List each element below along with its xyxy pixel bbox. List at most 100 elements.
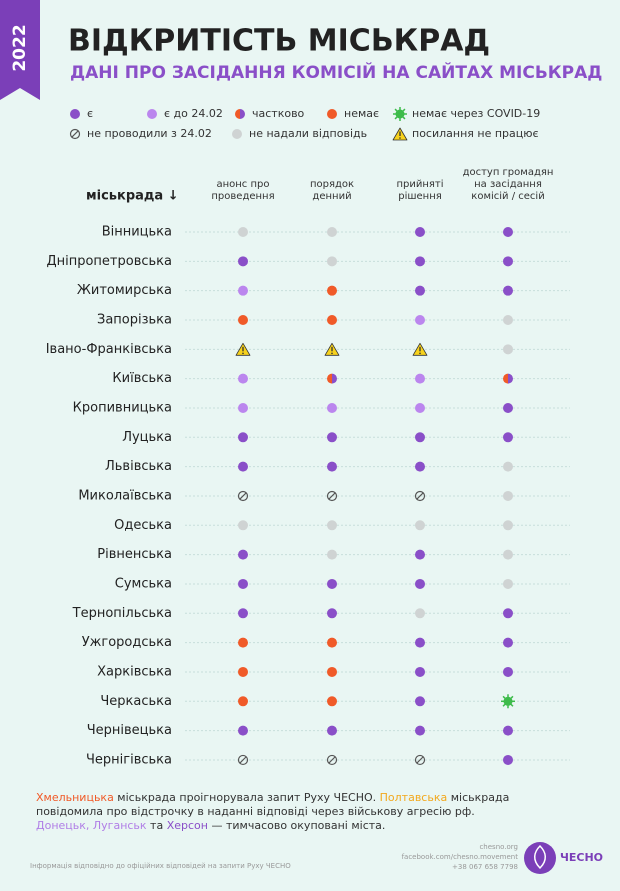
- status-marker: [503, 227, 513, 237]
- status-marker: [415, 285, 425, 296]
- marker-ring: [414, 754, 426, 766]
- virus-core: [395, 109, 405, 119]
- city-name: Київська: [112, 371, 172, 386]
- city-name: Чернігівська: [86, 752, 172, 767]
- status-marker: [327, 256, 337, 267]
- status-marker: [415, 608, 425, 619]
- status-marker: [503, 285, 513, 296]
- warning-dot: [419, 352, 421, 355]
- status-marker: [415, 432, 425, 443]
- marker-dot: [327, 285, 337, 296]
- marker-dot: [503, 314, 513, 325]
- city-name: Луцька: [122, 430, 172, 445]
- marker-dot: [503, 402, 513, 413]
- legend-label: посилання не працює: [412, 127, 539, 140]
- year: 2022: [10, 24, 30, 71]
- city-name: Кропивницька: [73, 400, 172, 415]
- marker-slash: [416, 756, 424, 764]
- marker-dot: [503, 578, 513, 589]
- city-name: Одеська: [114, 518, 172, 533]
- status-marker: [69, 128, 81, 140]
- status-marker: [327, 637, 337, 648]
- status-marker: [503, 725, 513, 736]
- marker-dot: [503, 754, 513, 765]
- marker-ring: [326, 754, 338, 766]
- status-marker: [327, 578, 337, 589]
- column-header: порядок: [310, 179, 354, 190]
- subtitle: ДАНІ ПРО ЗАСІДАННЯ КОМІСІЙ НА САЙТАХ МІС…: [70, 61, 602, 83]
- note-segment: повідомила про відстрочку в наданні відп…: [36, 805, 475, 818]
- status-marker: [412, 342, 428, 356]
- status-marker: [415, 373, 425, 384]
- status-marker: [414, 754, 426, 766]
- marker-dot: [503, 256, 513, 267]
- year-badge: [0, 0, 40, 100]
- city-name: Івано-Франківська: [46, 342, 172, 357]
- status-marker: [238, 402, 248, 413]
- virus-core: [503, 696, 513, 706]
- column-header: проведення: [211, 191, 274, 202]
- note-segment: міськрада проігнорувала запит Руху ЧЕСНО…: [114, 791, 380, 804]
- legend-label: немає: [344, 107, 379, 120]
- city-name: Черкаська: [100, 694, 172, 709]
- status-marker: [327, 520, 337, 531]
- marker-dot: [415, 227, 425, 237]
- status-marker: [238, 432, 248, 443]
- column-header: прийняті: [396, 178, 443, 190]
- note-segment: Херсон: [167, 819, 208, 832]
- marker-dot: [327, 578, 337, 589]
- legend-label: є до 24.02: [164, 107, 223, 120]
- marker-dot: [415, 578, 425, 589]
- marker-dot: [415, 549, 425, 560]
- marker-dot: [503, 227, 513, 237]
- marker-dot: [415, 696, 425, 707]
- note-segment: міськрада: [447, 791, 509, 804]
- marker-dot: [503, 608, 513, 619]
- marker-dot: [238, 227, 248, 237]
- note-segment: Полтавська: [380, 791, 448, 804]
- marker-dot: [415, 520, 425, 531]
- marker-dot: [415, 637, 425, 648]
- status-marker: [327, 285, 337, 296]
- marker-dot: [415, 461, 425, 472]
- marker-dot: [503, 725, 513, 736]
- status-marker: [327, 666, 337, 677]
- legend-label: немає через COVID-19: [412, 107, 540, 120]
- status-marker: [326, 490, 338, 502]
- status-marker: [238, 256, 248, 267]
- status-marker: [503, 520, 513, 531]
- status-marker: [415, 227, 425, 237]
- marker-dot: [238, 256, 248, 267]
- marker-dot: [415, 314, 425, 325]
- status-marker: [70, 109, 80, 119]
- status-marker: [503, 314, 513, 325]
- marker-dot: [327, 314, 337, 325]
- marker-dot: [238, 432, 248, 443]
- status-marker: [503, 402, 513, 413]
- status-marker: [415, 402, 425, 413]
- city-name: Чернівецька: [87, 723, 172, 738]
- warning-dot: [399, 137, 401, 139]
- note-segment: та: [147, 819, 167, 832]
- contact: +38 067 658 7798: [452, 863, 518, 871]
- column-header: на засідання: [474, 178, 542, 190]
- marker-dot: [327, 725, 337, 736]
- marker-slash: [239, 492, 247, 500]
- city-name: Харківська: [97, 664, 172, 679]
- marker-dot: [415, 608, 425, 619]
- status-marker: [238, 461, 248, 472]
- status-marker: [501, 694, 515, 709]
- marker-slash: [71, 130, 79, 138]
- contact: facebook.com/chesno.movement: [402, 853, 519, 861]
- city-name: Дніпропетровська: [46, 254, 172, 269]
- marker-half: [503, 373, 508, 384]
- status-marker: [503, 666, 513, 677]
- status-marker: [415, 666, 425, 677]
- status-marker: [238, 637, 248, 648]
- city-name: Житомирська: [77, 283, 172, 298]
- status-marker: [327, 109, 337, 119]
- status-marker: [415, 461, 425, 472]
- marker-dot: [238, 696, 248, 707]
- status-marker: [392, 127, 408, 141]
- city-name: Вінницька: [102, 225, 172, 240]
